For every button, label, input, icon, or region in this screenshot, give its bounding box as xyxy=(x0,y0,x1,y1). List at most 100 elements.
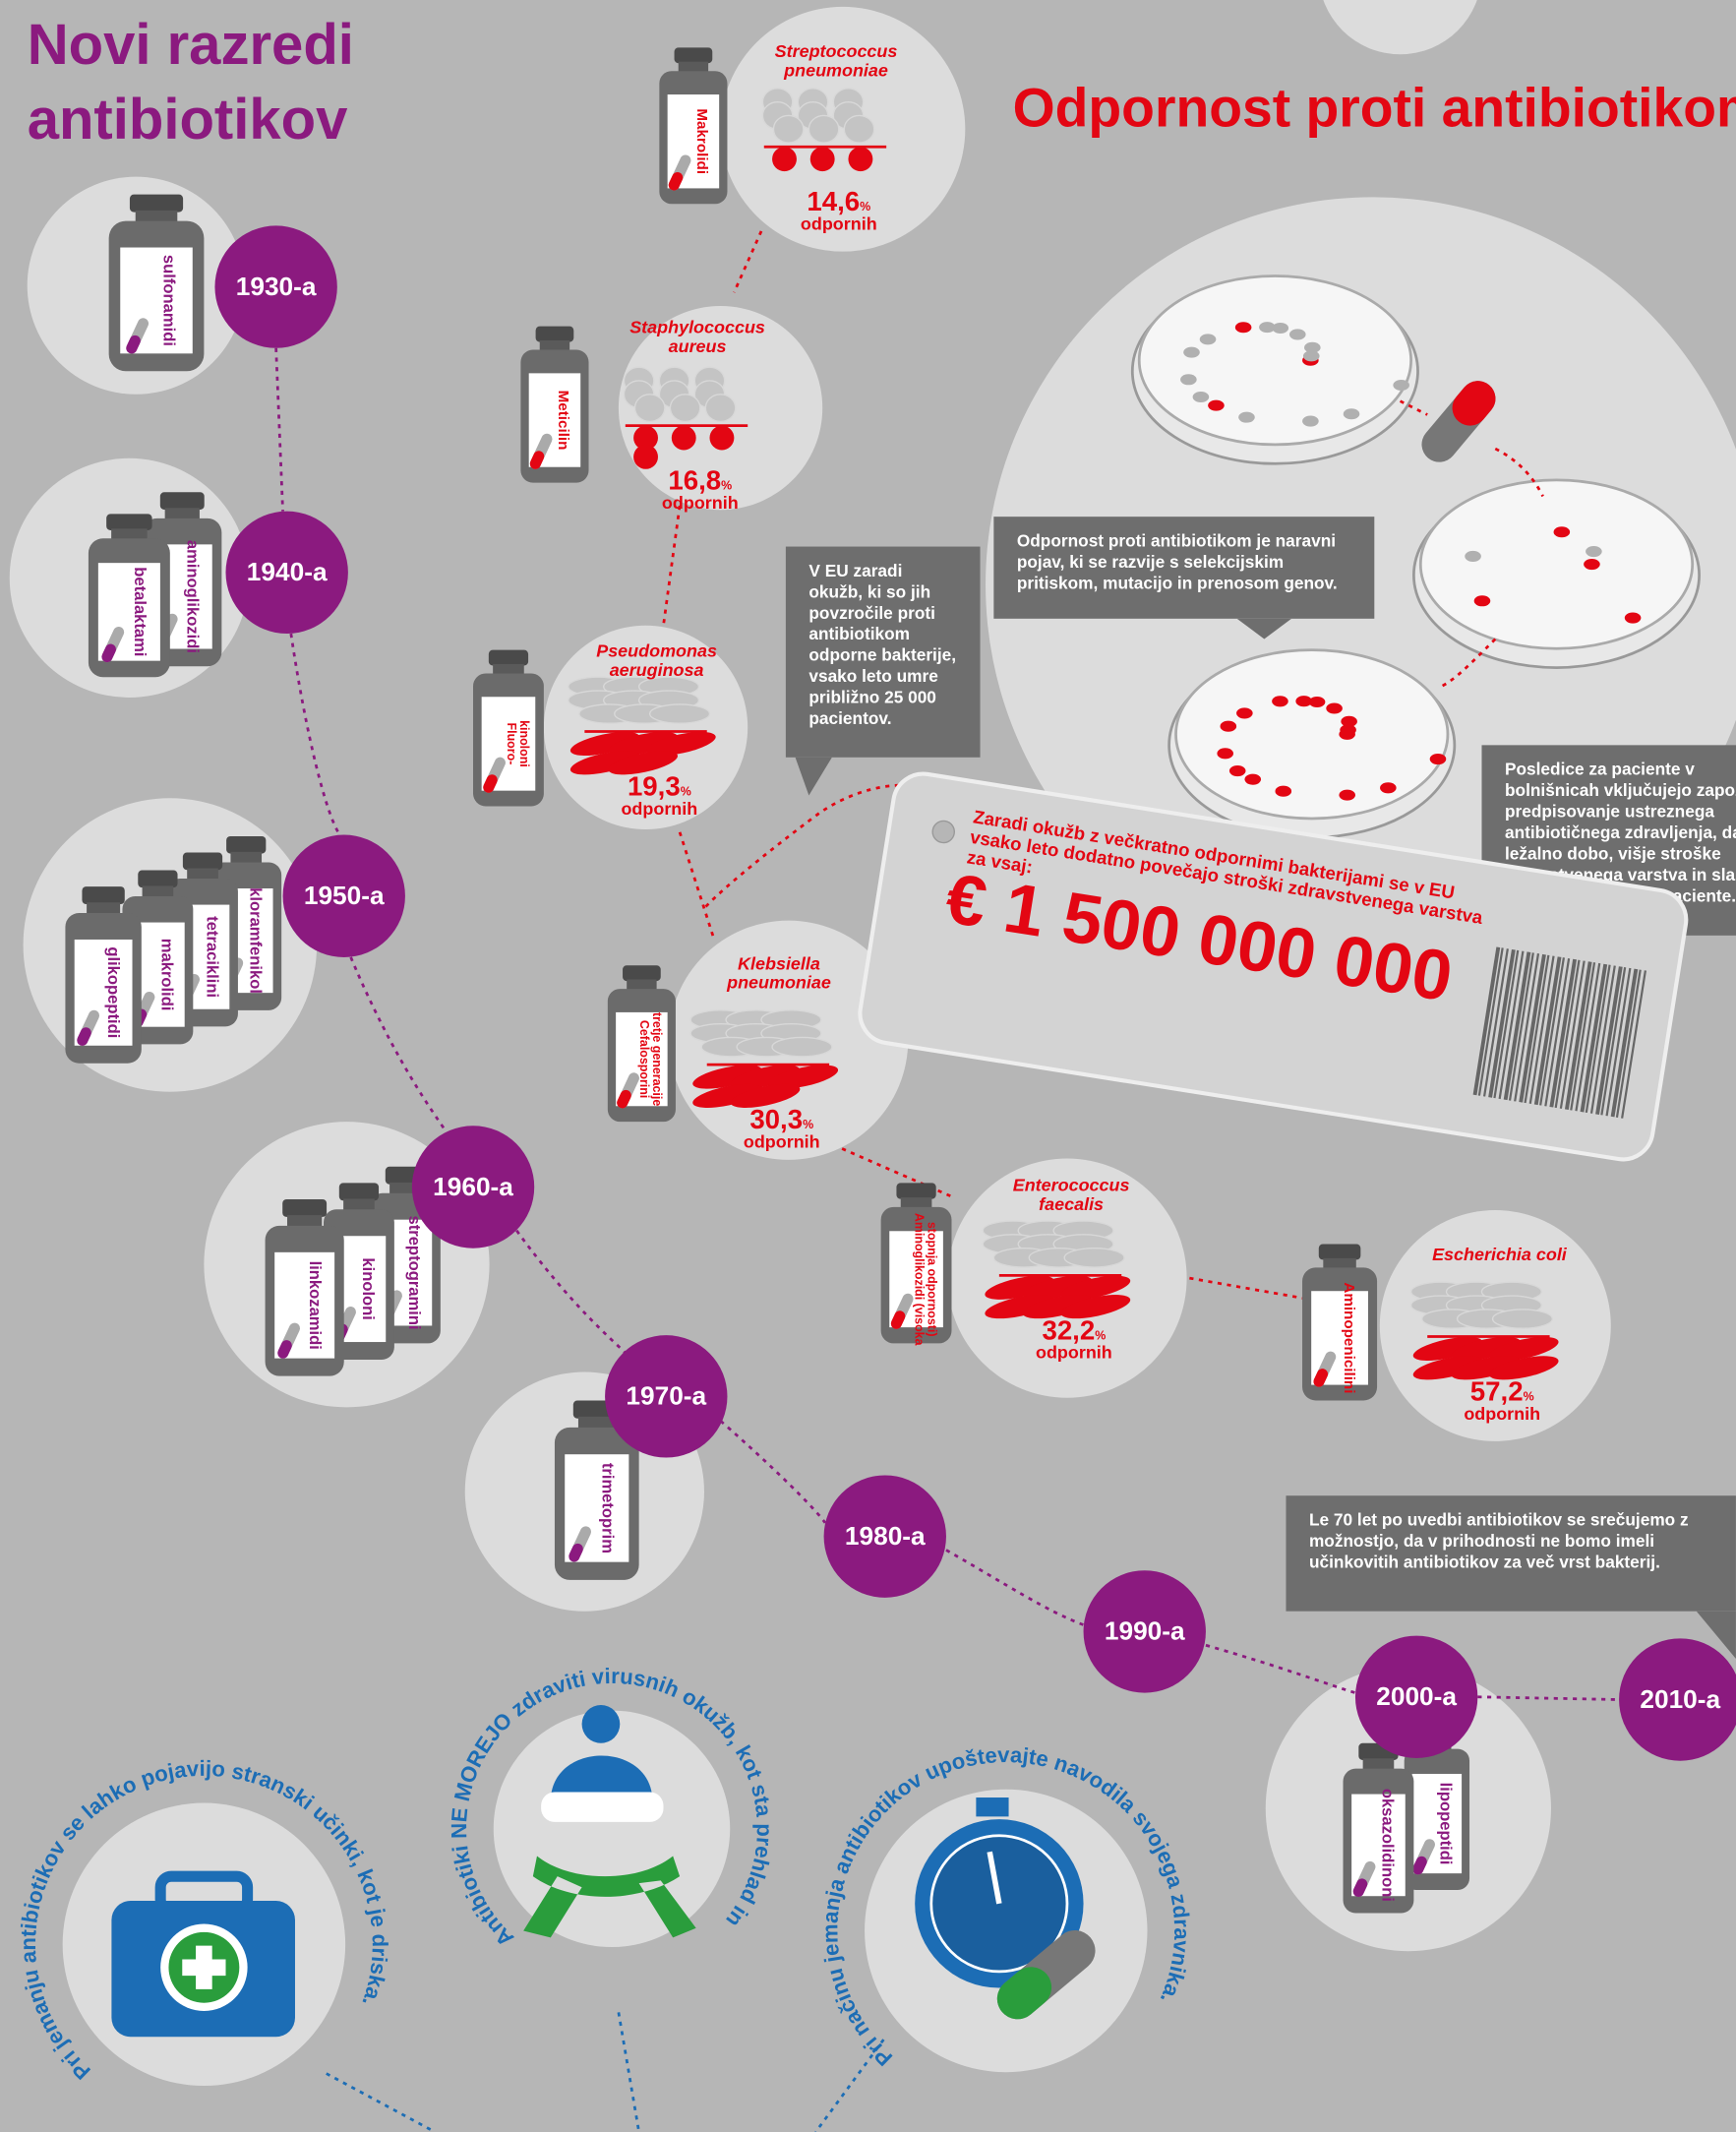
bacterium xyxy=(773,115,803,143)
colony xyxy=(1217,748,1233,759)
resistance-number: 32,2 xyxy=(1042,1314,1095,1345)
decade-label: 1980-a xyxy=(845,1521,926,1551)
callout-text: vsako leto umre xyxy=(808,666,938,686)
resistant-bacterium xyxy=(848,147,872,171)
colony xyxy=(1474,595,1491,606)
colony xyxy=(1584,559,1600,570)
colony xyxy=(1380,782,1397,793)
bacteria-name: aeruginosa xyxy=(610,660,704,680)
colony xyxy=(1430,754,1447,764)
bacterium xyxy=(772,1037,832,1056)
colony xyxy=(1303,350,1320,361)
resistance-note: odpornih xyxy=(1036,1343,1112,1363)
bottle-text: trimetoprim xyxy=(599,1463,618,1553)
bottle-cap xyxy=(623,965,661,981)
bacteria-name: Enterococcus xyxy=(1013,1176,1130,1195)
bacteria-name: pneumoniae xyxy=(783,60,888,80)
resistance-note: odpornih xyxy=(1464,1404,1540,1424)
bottle-text: oksazolidinoni xyxy=(1379,1789,1398,1902)
colony xyxy=(1235,322,1252,333)
bottle-text: Fluoro- xyxy=(505,723,518,765)
colony xyxy=(1238,412,1255,423)
resistance-note: odpornih xyxy=(621,799,697,819)
decade-label: 1950-a xyxy=(304,881,385,910)
colony xyxy=(1393,380,1409,391)
callout-text: učinkovitih antibiotikov za več vrst bak… xyxy=(1309,1552,1660,1571)
bottle-cap xyxy=(536,327,574,342)
resistant-bacterium xyxy=(633,445,658,469)
bottle-text: Meticilin xyxy=(555,391,571,451)
colony xyxy=(1180,374,1197,385)
resistant-bacterium xyxy=(772,147,797,171)
callout-text: Posledice za paciente v xyxy=(1505,760,1695,779)
callout-text: Le 70 let po uvedbi antibiotikov se sreč… xyxy=(1309,1510,1689,1530)
resistant-bacterium xyxy=(709,426,734,451)
bottle-text: streptogramini xyxy=(405,1216,424,1330)
bottle-cap xyxy=(130,195,183,213)
bottle-cap xyxy=(675,47,713,63)
bottle-cap xyxy=(339,1183,379,1200)
bottle-text: linkozamidi xyxy=(306,1261,325,1350)
bottle-cap xyxy=(226,836,266,854)
resistance-number: 19,3 xyxy=(628,770,681,801)
bottle-text: aminoglikozidi xyxy=(184,540,203,653)
colony xyxy=(1236,707,1253,718)
bottle: Cefalosporinitretje generacije xyxy=(608,965,676,1122)
colony xyxy=(1208,400,1225,411)
resistance-number: 14,6 xyxy=(807,186,860,216)
callout-text: pritiskom, mutacijo in prenosom genov. xyxy=(1017,573,1338,592)
bottle-cap xyxy=(138,870,177,887)
bacteria-name: pneumoniae xyxy=(726,973,831,993)
resistance-number: 30,3 xyxy=(749,1104,803,1134)
infographic: Novi razrediantibiotikovOdpornost proti … xyxy=(0,0,1736,2132)
link xyxy=(734,231,761,292)
bacteria-name: Staphylococcus xyxy=(629,318,765,337)
bottle-text: glikopeptidi xyxy=(104,946,123,1038)
colony xyxy=(1339,790,1355,801)
resistance-unit: % xyxy=(681,784,691,798)
bottle-cap xyxy=(1319,1245,1361,1260)
bacterium xyxy=(670,395,699,422)
bottle-text: stopnja odpornosti) xyxy=(925,1222,938,1337)
callout-text: bolnišnicah vključujejo zapoz xyxy=(1505,780,1736,800)
bacteria-name: Pseudomonas xyxy=(596,641,717,661)
colony xyxy=(1326,702,1343,713)
bottle-cap xyxy=(489,650,528,666)
colony xyxy=(1221,721,1237,732)
bottle-cap xyxy=(282,1199,327,1217)
bottle-text: makrolidi xyxy=(158,939,177,1011)
colony xyxy=(1183,347,1200,358)
title: antibiotikov xyxy=(28,88,348,152)
dish xyxy=(1176,650,1448,819)
bottle: Fluoro-kinoloni xyxy=(473,650,544,807)
bottle-text: sulfonamidi xyxy=(159,255,178,346)
bottle-text: betalaktami xyxy=(131,567,150,656)
resistant-bacterium xyxy=(672,426,696,451)
colony xyxy=(1289,329,1306,339)
bottle-text: Aminopenicilini xyxy=(1341,1282,1357,1393)
colony xyxy=(1244,774,1261,785)
resistance-note: odpornih xyxy=(662,493,739,513)
resistant-bacterium xyxy=(810,147,835,171)
bottle: Aminoglikozidi (visokastopnja odpornosti… xyxy=(881,1183,952,1345)
bottle-cap xyxy=(160,492,205,510)
callout-text: povzročile proti xyxy=(808,603,935,623)
decade-label: 1990-a xyxy=(1105,1616,1185,1646)
colony xyxy=(1200,334,1217,344)
decade-label: 1970-a xyxy=(626,1381,706,1411)
bacterium xyxy=(1064,1249,1124,1267)
bottle-text: Aminoglikozidi (visoka xyxy=(912,1213,926,1346)
hat-band xyxy=(541,1792,663,1821)
bacteria-name: faecalis xyxy=(1039,1194,1104,1214)
callout-text: antibiotikom xyxy=(808,624,910,643)
callout-text: pojav, ki se razvije s selekcijskim xyxy=(1017,552,1284,572)
decade-label: 2010-a xyxy=(1640,1684,1720,1714)
callout-text: ležalno dobo, višje stroške xyxy=(1505,843,1721,863)
bacteria-name: Streptococcus xyxy=(775,41,898,61)
colony xyxy=(1465,551,1481,562)
title: Novi razredi xyxy=(28,13,354,77)
colony xyxy=(1586,546,1602,557)
callout-text: možnostjo, da v prihodnosti ne bomo imel… xyxy=(1309,1531,1654,1551)
decade-label: 1930-a xyxy=(236,272,317,301)
decade-label: 1960-a xyxy=(433,1172,513,1201)
